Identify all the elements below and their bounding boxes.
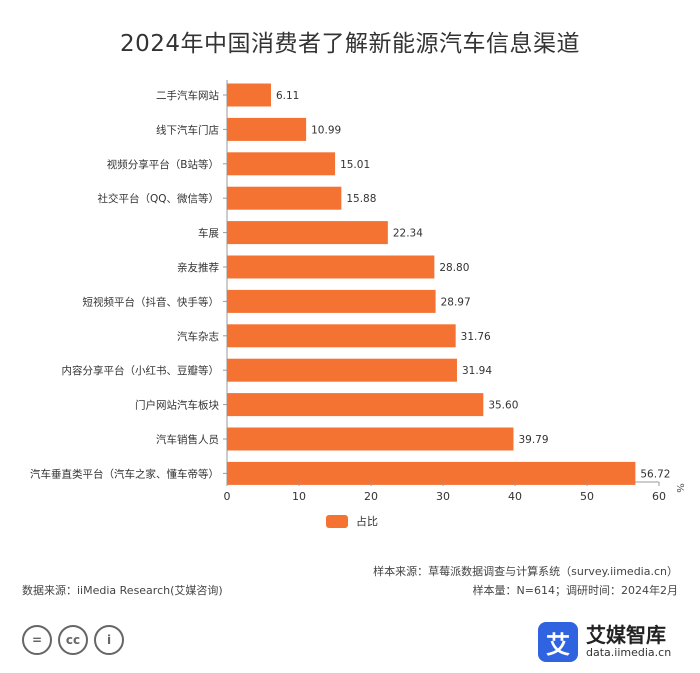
data-label: 31.76 xyxy=(461,331,491,343)
x-tick-label: 20 xyxy=(364,490,378,503)
legend-swatch xyxy=(326,514,348,528)
bar xyxy=(227,324,456,348)
chart-legend: 占比 xyxy=(326,513,378,529)
person-icon: i xyxy=(94,625,124,655)
cc-icon: cc xyxy=(58,625,88,655)
bar xyxy=(227,152,336,176)
brand-logo-icon: 艾 xyxy=(538,622,578,662)
x-tick-label: 30 xyxy=(436,490,450,503)
data-label: 56.72 xyxy=(640,468,670,480)
category-label: 短视频平台（抖音、快手等） xyxy=(83,295,220,308)
license-icons: = cc i xyxy=(22,625,124,655)
category-label: 线下汽车门店 xyxy=(156,123,219,136)
bar xyxy=(227,289,436,313)
bar xyxy=(227,358,457,382)
x-tick-label: 10 xyxy=(292,490,306,503)
unit-label: % xyxy=(674,483,685,493)
data-label: 10.99 xyxy=(311,124,341,136)
sample-info-text: 样本量：N=614；调研时间：2024年2月 xyxy=(472,584,678,597)
category-label: 内容分享平台（小红书、豆瓣等） xyxy=(62,364,220,377)
data-label: 35.60 xyxy=(488,400,518,412)
bar-chart: 二手汽车网站 6.11 线下汽车门店 10.99 视频分享平台（B站等） 15.01 社交平… xyxy=(30,80,685,503)
data-label: 28.97 xyxy=(441,296,471,308)
brand-url: data.iimedia.cn xyxy=(586,646,672,659)
category-label: 汽车垂直类平台（汽车之家、懂车帝等） xyxy=(30,467,219,480)
brand-block: 艾 艾媒智库 data.iimedia.cn xyxy=(538,622,671,662)
x-tick-label: 60 xyxy=(652,490,666,503)
bar xyxy=(227,83,271,107)
data-label: 6.11 xyxy=(276,90,299,102)
bar xyxy=(227,393,484,417)
category-label: 汽车销售人员 xyxy=(156,433,219,446)
bar xyxy=(227,427,514,451)
x-tick-label: 40 xyxy=(508,490,522,503)
chart-title: 2024年中国消费者了解新能源汽车信息渠道 xyxy=(119,31,581,57)
bar xyxy=(227,186,342,210)
category-label: 亲友推荐 xyxy=(177,261,219,274)
category-label: 汽车杂志 xyxy=(177,330,219,343)
category-label: 社交平台（QQ、微信等） xyxy=(97,192,219,205)
bar xyxy=(227,255,435,279)
data-label: 22.34 xyxy=(393,228,423,240)
brand-name: 艾媒智库 xyxy=(586,623,666,647)
data-label: 15.01 xyxy=(340,159,370,171)
x-tick-label: 0 xyxy=(224,490,231,503)
data-label: 28.80 xyxy=(439,262,469,274)
sample-source-text: 样本来源：草莓派数据调查与计算系统（survey.iimedia.cn） xyxy=(373,565,678,578)
category-label: 视频分享平台（B站等） xyxy=(107,158,219,171)
data-label: 31.94 xyxy=(462,365,492,377)
x-tick-label: 50 xyxy=(580,490,594,503)
category-label: 门户网站汽车板块 xyxy=(135,399,219,412)
legend-label: 占比 xyxy=(356,515,378,528)
equal-icon: = xyxy=(22,625,52,655)
bar xyxy=(227,117,307,141)
data-source-text: 数据来源：iiMedia Research(艾媒咨询) xyxy=(22,584,223,597)
category-label: 车展 xyxy=(198,227,219,240)
category-label: 二手汽车网站 xyxy=(156,89,219,102)
bar xyxy=(227,221,388,245)
data-label: 39.79 xyxy=(518,434,548,446)
data-label: 15.88 xyxy=(346,193,376,205)
bar xyxy=(227,461,636,485)
